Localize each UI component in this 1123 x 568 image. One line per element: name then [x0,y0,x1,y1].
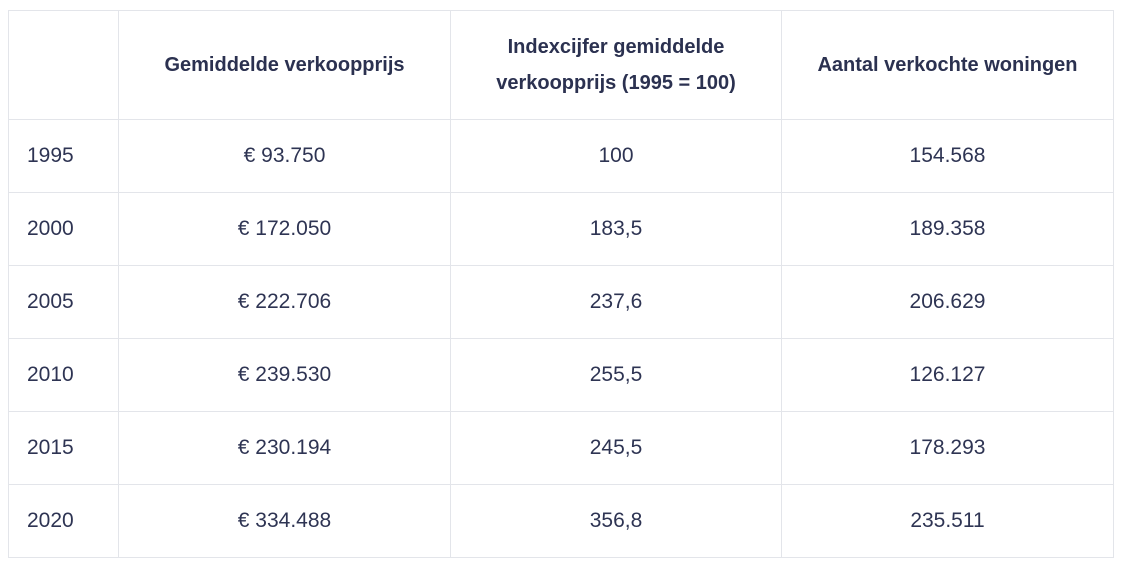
cell-homes-sold: 154.568 [781,119,1114,193]
cell-average-price: € 239.530 [118,338,451,412]
table-row: 2010 € 239.530 255,5 126.127 [8,338,1114,412]
cell-average-price: € 334.488 [118,484,451,558]
cell-year: 1995 [8,119,119,193]
cell-homes-sold: 189.358 [781,192,1114,266]
table-body: 1995 € 93.750 100 154.568 2000 € 172.050… [8,119,1114,558]
cell-homes-sold: 178.293 [781,411,1114,485]
cell-homes-sold: 235.511 [781,484,1114,558]
cell-price-index: 356,8 [450,484,782,558]
housing-prices-table: Gemiddelde verkoopprijs Indexcijfer gemi… [8,10,1114,558]
cell-price-index: 255,5 [450,338,782,412]
cell-average-price: € 93.750 [118,119,451,193]
cell-homes-sold: 126.127 [781,338,1114,412]
table-row: 2000 € 172.050 183,5 189.358 [8,192,1114,266]
cell-year: 2000 [8,192,119,266]
header-cell-year [8,10,119,120]
data-table-container: Gemiddelde verkoopprijs Indexcijfer gemi… [8,10,1114,558]
cell-price-index: 100 [450,119,782,193]
cell-price-index: 237,6 [450,265,782,339]
cell-year: 2010 [8,338,119,412]
table-row: 2015 € 230.194 245,5 178.293 [8,411,1114,485]
table-row: 1995 € 93.750 100 154.568 [8,119,1114,193]
table-header: Gemiddelde verkoopprijs Indexcijfer gemi… [8,10,1114,120]
header-cell-homes-sold: Aantal verkochte woningen [781,10,1114,120]
cell-homes-sold: 206.629 [781,265,1114,339]
table-row: 2020 € 334.488 356,8 235.511 [8,484,1114,558]
header-cell-price-index: Indexcijfer gemiddelde verkoopprijs (199… [450,10,782,120]
cell-price-index: 245,5 [450,411,782,485]
cell-price-index: 183,5 [450,192,782,266]
cell-average-price: € 172.050 [118,192,451,266]
cell-year: 2005 [8,265,119,339]
cell-average-price: € 222.706 [118,265,451,339]
cell-year: 2015 [8,411,119,485]
cell-average-price: € 230.194 [118,411,451,485]
header-cell-average-price: Gemiddelde verkoopprijs [118,10,451,120]
cell-year: 2020 [8,484,119,558]
header-row: Gemiddelde verkoopprijs Indexcijfer gemi… [8,10,1114,120]
table-row: 2005 € 222.706 237,6 206.629 [8,265,1114,339]
